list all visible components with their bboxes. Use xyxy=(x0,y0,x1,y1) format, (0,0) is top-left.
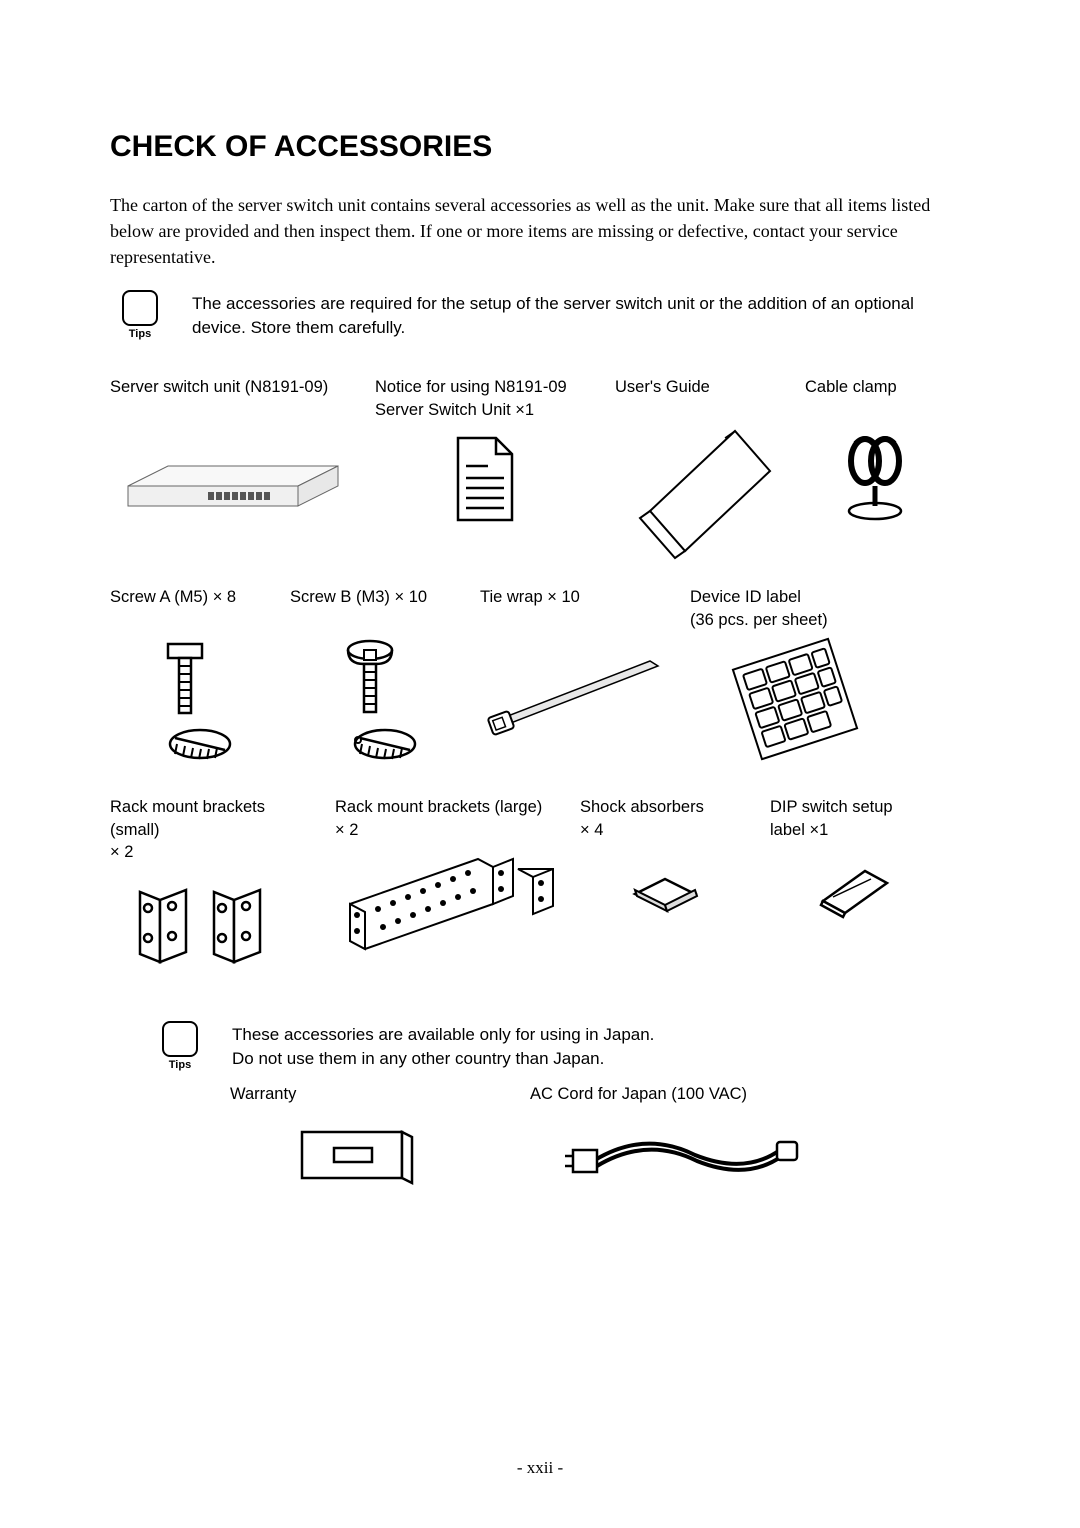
page-number: - xxii - xyxy=(0,1458,1080,1478)
dip-label-icon xyxy=(805,859,895,919)
tips-icon: Tips xyxy=(110,290,170,340)
accessory-row-3: Rack mount brackets (small) × 2 Rack mou… xyxy=(110,796,970,971)
server-switch-icon xyxy=(118,436,348,526)
label-screw-a: Screw A (M5) × 8 xyxy=(110,586,270,628)
brackets-large-icon xyxy=(338,849,558,959)
accessory-tie-wrap: Tie wrap × 10 xyxy=(480,586,670,766)
label-screw-b: Screw B (M3) × 10 xyxy=(290,586,460,628)
accessory-users-guide: User's Guide xyxy=(615,376,785,556)
tips-callout-1: Tips The accessories are required for th… xyxy=(110,290,970,340)
ac-cord-icon xyxy=(555,1120,805,1190)
tips-icon-box xyxy=(162,1021,198,1057)
tie-wrap-icon xyxy=(480,646,670,736)
label-brackets-large: Rack mount brackets (large) × 2 xyxy=(335,796,560,841)
accessory-cable-clamp: Cable clamp xyxy=(805,376,945,556)
accessory-dip-switch-label: DIP switch setup label ×1 xyxy=(770,796,930,971)
shock-absorber-icon xyxy=(625,864,705,914)
brackets-small-icon xyxy=(128,874,298,969)
tips-icon-label: Tips xyxy=(169,1059,191,1071)
label-users-guide: User's Guide xyxy=(615,376,785,418)
label-device-id: Device ID label (36 pcs. per sheet) xyxy=(690,586,900,631)
tips-text-japan: These accessories are available only for… xyxy=(232,1021,654,1071)
accessory-device-id-label: Device ID label (36 pcs. per sheet) xyxy=(690,586,900,766)
users-guide-icon xyxy=(620,416,780,566)
label-shock-absorbers-line2: × 4 xyxy=(580,821,603,839)
accessory-row-2: Screw A (M5) × 8 Screw B (M3) × 10 xyxy=(110,586,970,766)
label-dip-switch-line2: label ×1 xyxy=(770,821,828,839)
device-id-label-icon xyxy=(720,634,870,764)
label-ac-cord: AC Cord for Japan (100 VAC) xyxy=(530,1083,830,1107)
tips-icon: Tips xyxy=(150,1021,210,1071)
accessory-row-1: Server switch unit (N8191-09) Notice for… xyxy=(110,376,970,556)
accessory-screw-b: Screw B (M3) × 10 xyxy=(290,586,460,766)
label-brackets-large-line2: × 2 xyxy=(335,821,358,839)
label-notice: Notice for using N8191-09 Server Switch … xyxy=(375,376,595,421)
accessory-shock-absorbers: Shock absorbers × 4 xyxy=(580,796,750,971)
label-tie-wrap: Tie wrap × 10 xyxy=(480,586,670,628)
label-shock-absorbers: Shock absorbers × 4 xyxy=(580,796,750,841)
tips-icon-label: Tips xyxy=(129,328,151,340)
accessory-notice-sheet: Notice for using N8191-09 Server Switch … xyxy=(375,376,595,556)
label-brackets-small: Rack mount brackets (small) × 2 xyxy=(110,796,315,863)
japan-only-section: Tips These accessories are available onl… xyxy=(110,1021,970,1195)
label-warranty: Warranty xyxy=(230,1083,490,1107)
label-brackets-small-line2: × 2 xyxy=(110,843,133,861)
label-notice-line1: Notice for using N8191-09 xyxy=(375,378,567,396)
cable-clamp-icon xyxy=(835,431,915,521)
page-heading: CHECK OF ACCESSORIES xyxy=(110,130,970,164)
accessory-server-switch-unit: Server switch unit (N8191-09) xyxy=(110,376,355,556)
label-brackets-small-line1: Rack mount brackets (small) xyxy=(110,798,265,838)
accessory-rack-brackets-large: Rack mount brackets (large) × 2 xyxy=(335,796,560,971)
accessory-screw-a: Screw A (M5) × 8 xyxy=(110,586,270,766)
tips-text-1: The accessories are required for the set… xyxy=(192,290,970,340)
accessory-rack-brackets-small: Rack mount brackets (small) × 2 xyxy=(110,796,315,971)
label-brackets-large-line1: Rack mount brackets (large) xyxy=(335,798,542,816)
tips-icon-box xyxy=(122,290,158,326)
label-dip-switch-line1: DIP switch setup xyxy=(770,798,893,816)
label-shock-absorbers-line1: Shock absorbers xyxy=(580,798,704,816)
screw-b-icon xyxy=(320,636,430,766)
notice-sheet-icon xyxy=(450,434,520,524)
accessory-warranty: Warranty xyxy=(230,1083,490,1195)
label-cable-clamp: Cable clamp xyxy=(805,376,945,418)
label-dip-switch: DIP switch setup label ×1 xyxy=(770,796,930,841)
accessory-ac-cord: AC Cord for Japan (100 VAC) xyxy=(530,1083,830,1195)
warranty-icon xyxy=(290,1120,430,1190)
intro-paragraph: The carton of the server switch unit con… xyxy=(110,192,970,270)
label-device-id-line2: (36 pcs. per sheet) xyxy=(690,611,828,629)
screw-a-icon xyxy=(135,636,245,766)
label-notice-line2: Server Switch Unit ×1 xyxy=(375,401,534,419)
label-server-switch: Server switch unit (N8191-09) xyxy=(110,376,355,418)
japan-accessory-row: Warranty AC Cord for Japan (100 VAC) xyxy=(150,1083,970,1195)
label-device-id-line1: Device ID label xyxy=(690,588,801,606)
